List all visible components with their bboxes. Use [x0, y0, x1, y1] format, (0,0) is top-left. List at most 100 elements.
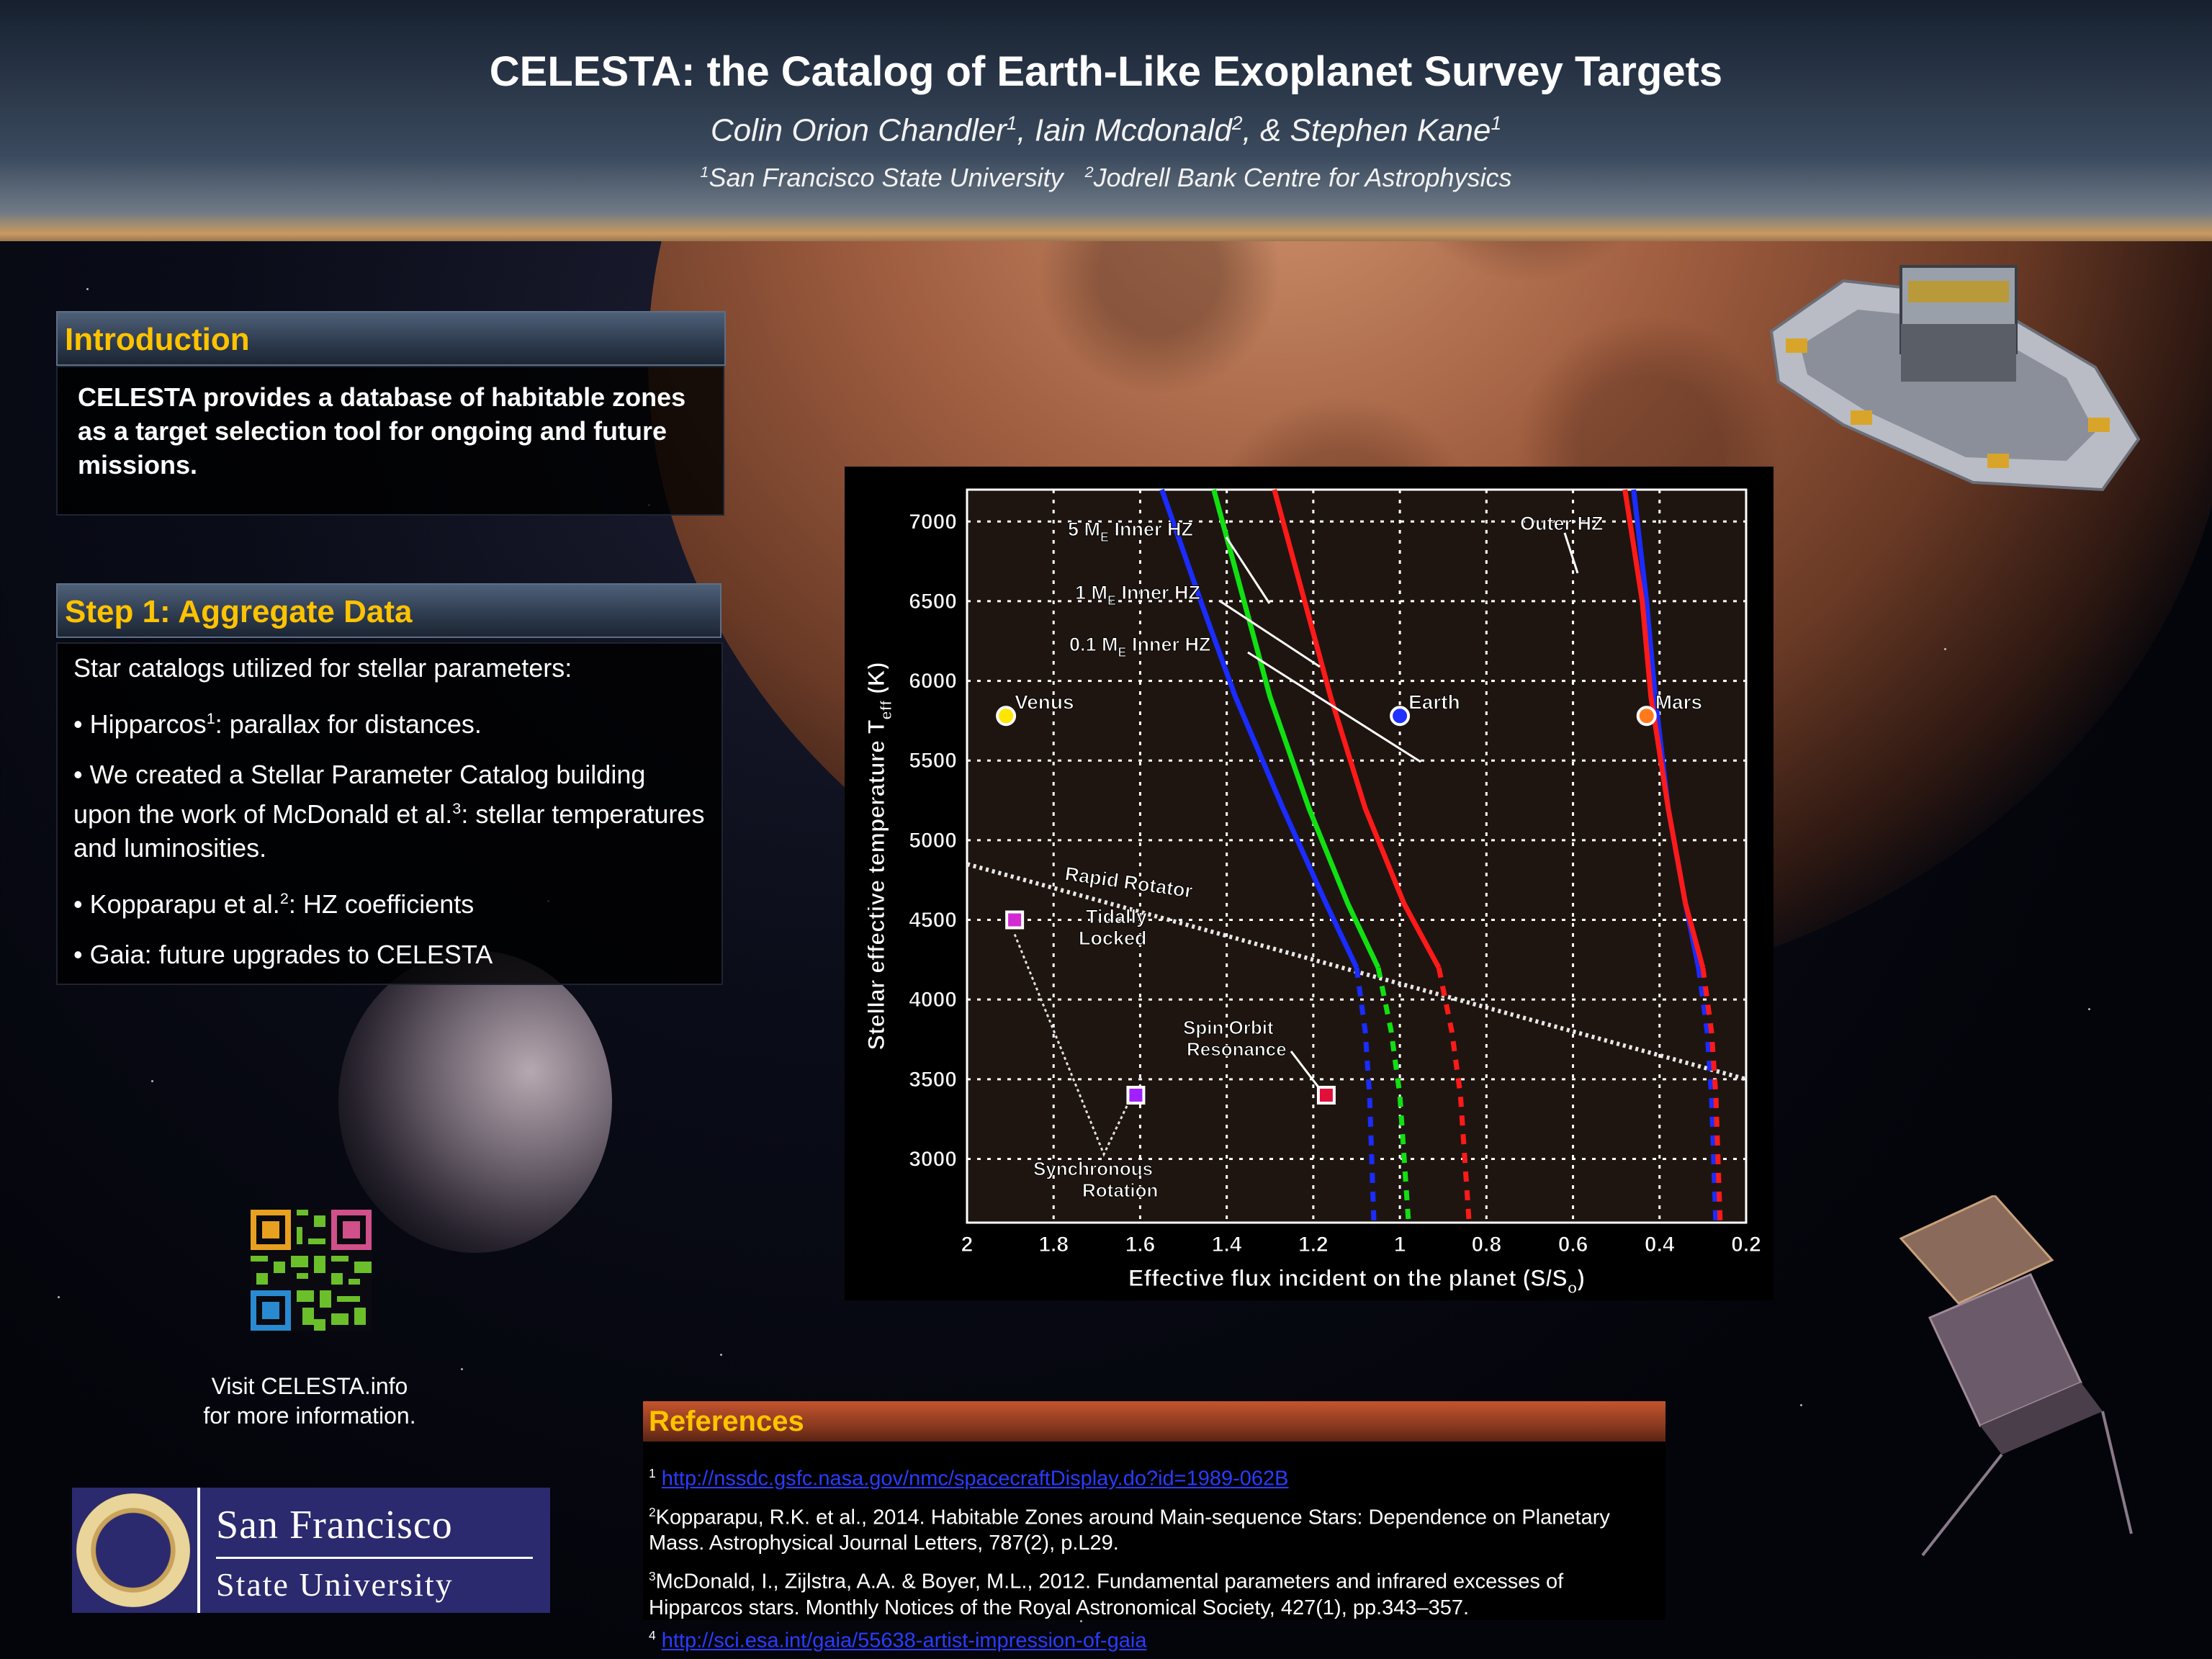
list-item: • Gaia: future upgrades to CELESTA	[73, 940, 493, 969]
y-tick-label: 4500	[909, 909, 957, 932]
tidal-annotation-label: Resonance	[1187, 1038, 1287, 1060]
step1-heading: Step 1: Aggregate Data	[56, 583, 721, 638]
logo-divider	[197, 1488, 200, 1613]
plot-area	[966, 488, 1748, 1224]
introduction-heading: Introduction	[56, 311, 726, 366]
y-tick-label: 3000	[909, 1147, 957, 1171]
annotation-arrow	[1013, 933, 1130, 1157]
hz-series-line-dashed	[1436, 967, 1472, 1223]
references-panel: 1 http://nssdc.gsfc.nasa.gov/nmc/spacecr…	[643, 1442, 1665, 1653]
affiliation-name: Jodrell Bank Centre for Astrophysics	[1093, 163, 1512, 192]
affiliation-marker: 1	[1006, 112, 1017, 134]
gaia-spacecraft-image	[1769, 265, 2141, 492]
hz-series-line	[1159, 488, 1359, 969]
poster-title: CELESTA: the Catalog of Earth-Like Exopl…	[489, 48, 1723, 95]
x-tick-label: 1.8	[1038, 1233, 1069, 1256]
hz-series-line-dashed	[1354, 967, 1377, 1223]
hz-series-line-dashed	[1700, 967, 1723, 1223]
hz-series-line-dashed	[1375, 967, 1411, 1223]
star-marker	[1126, 1085, 1146, 1105]
habitable-zone-chart: 2 1.8 1.6 1.4 1.2 1 0.8 0.6 0.4 0.2 3000 3500 4000 45…	[845, 467, 1773, 1300]
introduction-panel: CELESTA provides a database of habitable…	[56, 366, 724, 516]
y-tick-label: 4000	[909, 988, 957, 1012]
reference-item: 1 http://nssdc.gsfc.nasa.gov/nmc/spacecr…	[649, 1466, 1289, 1491]
planet-label: Mars	[1655, 691, 1702, 713]
y-tick-label: 7000	[909, 510, 957, 534]
reference-item: 4 http://sci.esa.int/gaia/55638-artist-i…	[649, 1627, 1147, 1653]
tidal-annotation-label: Tidally	[1086, 906, 1147, 927]
affiliation-line: 1San Francisco State University 2Jodrell…	[0, 163, 2212, 193]
annotation-arrow	[1247, 651, 1421, 763]
y-tick-label: 5000	[909, 829, 957, 853]
author-name: , Iain Mcdonald	[1017, 112, 1232, 148]
hz-annotation-label: 1 ME Inner HZ	[1075, 582, 1200, 608]
references-heading: References	[643, 1401, 1665, 1442]
annotation-arrow	[1563, 532, 1579, 574]
planet-marker	[1636, 706, 1657, 727]
step1-panel: Star catalogs utilized for stellar param…	[56, 642, 723, 985]
poster-header: CELESTA: the Catalog of Earth-Like Exopl…	[0, 0, 2212, 241]
list-item: • Kopparapu et al.2: HZ coefficients	[73, 889, 475, 919]
x-tick-label: 1.6	[1125, 1233, 1156, 1256]
hz-series-line-dashed	[1696, 967, 1719, 1223]
x-axis-label: Effective flux incident on the planet (S…	[1128, 1265, 1585, 1297]
hz-series-line	[1272, 489, 1442, 969]
star-marker	[1316, 1085, 1336, 1105]
hz-series-line	[1211, 489, 1381, 969]
x-tick-label: 0.6	[1558, 1233, 1588, 1256]
hipparcos-spacecraft-image	[1899, 1195, 2133, 1557]
reference-item: 2Kopparapu, R.K. et al., 2014. Habitable…	[649, 1504, 1610, 1555]
x-tick-label: 0.4	[1645, 1233, 1675, 1256]
affiliation-marker: 2	[1084, 163, 1094, 181]
y-tick-label: 6000	[909, 670, 957, 693]
annotation-arrow	[1218, 599, 1321, 668]
list-item: • Hipparcos1: parallax for distances.	[73, 709, 482, 739]
background-moon	[338, 950, 612, 1253]
x-tick-label: 0.8	[1471, 1233, 1501, 1256]
hz-annotation-label: Outer HZ	[1520, 513, 1604, 534]
affiliation-marker: 2	[1231, 112, 1243, 134]
planet-marker	[1390, 706, 1411, 727]
planet-label: Earth	[1408, 691, 1460, 713]
y-axis-label: Stellar effective temperature Teff (K)	[863, 662, 895, 1050]
tidal-annotation-label: Spin Orbit	[1183, 1017, 1274, 1038]
planet-label: Venus	[1015, 691, 1074, 713]
annotation-arrow	[1225, 536, 1271, 604]
affiliation-name: San Francisco State University	[709, 163, 1064, 192]
visit-line: Visit CELESTA.info	[211, 1373, 408, 1399]
list-item: • We created a Stellar Parameter Catalog…	[73, 760, 705, 863]
author-name: , & Stephen Kane	[1242, 112, 1491, 148]
visit-line: for more information.	[203, 1403, 416, 1429]
logo-text-line1: San Francisco	[216, 1503, 453, 1547]
reference-item: 3McDonald, I., Zijlstra, A.A. & Boyer, M…	[649, 1569, 1564, 1619]
reference-link[interactable]: http://nssdc.gsfc.nasa.gov/nmc/spacecraf…	[661, 1467, 1289, 1491]
affiliation-marker: 1	[1491, 112, 1502, 134]
visit-website-text: Visit CELESTA.info for more information.	[166, 1372, 454, 1431]
author-line: Colin Orion Chandler1, Iain Mcdonald2, &…	[0, 112, 2212, 149]
x-tick-label: 2	[961, 1233, 974, 1256]
annotation-arrow	[1290, 1051, 1321, 1089]
y-tick-label: 6500	[909, 590, 957, 613]
university-logo: San Francisco State University	[72, 1488, 550, 1613]
y-tick-label: 3500	[909, 1068, 957, 1092]
author-name: Colin Orion Chandler	[710, 112, 1007, 148]
planet-marker	[996, 706, 1017, 727]
y-tick-label: 5500	[909, 749, 957, 773]
reference-link[interactable]: http://sci.esa.int/gaia/55638-artist-imp…	[661, 1629, 1147, 1653]
list-item: Star catalogs utilized for stellar param…	[73, 653, 572, 683]
tidal-annotation-label: Locked	[1079, 927, 1147, 949]
star-marker	[1005, 910, 1025, 930]
logo-rule	[216, 1557, 533, 1559]
logo-text-line2: State University	[216, 1566, 454, 1603]
x-tick-label: 1.4	[1212, 1233, 1242, 1256]
step1-list: Star catalogs utilized for stellar param…	[73, 651, 707, 988]
chart-svg: 2 1.8 1.6 1.4 1.2 1 0.8 0.6 0.4 0.2 3000 3500 4000 45…	[863, 488, 1761, 1298]
introduction-text: CELESTA provides a database of habitable…	[78, 382, 686, 480]
x-tick-label: 1	[1394, 1233, 1406, 1256]
tidal-annotation-label: Rotation	[1082, 1179, 1158, 1201]
university-seal-icon	[76, 1493, 190, 1607]
affiliation-marker: 1	[700, 163, 709, 181]
tidal-annotation-label: Synchronous	[1033, 1158, 1153, 1179]
qr-code[interactable]	[251, 1210, 372, 1331]
x-tick-label: 1.2	[1298, 1233, 1328, 1256]
